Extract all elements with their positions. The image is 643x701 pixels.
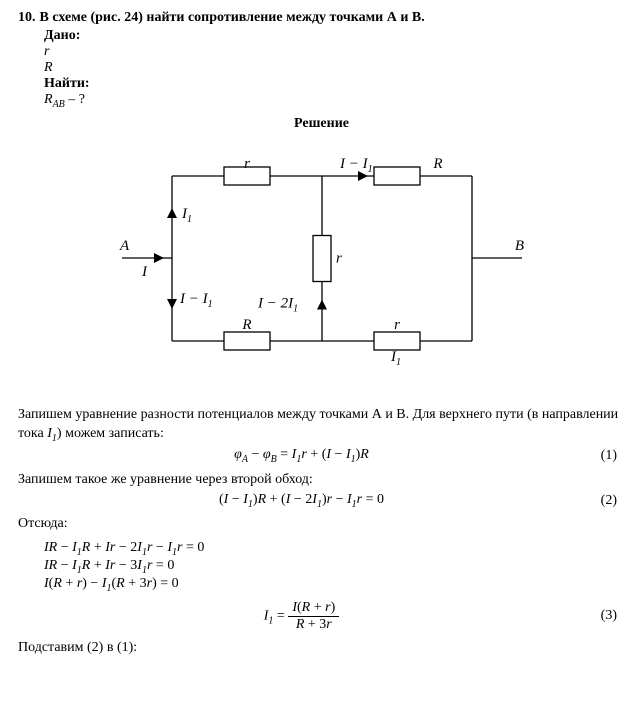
given-var-r: r (44, 44, 625, 60)
find-expression: RAB – ? (44, 92, 625, 110)
svg-text:A: A (119, 238, 130, 254)
svg-text:I1: I1 (181, 206, 192, 225)
given-label: Дано: (44, 28, 625, 44)
svg-text:R: R (241, 317, 251, 333)
equation-line-1: IR − I1R + Ir − 2I1r − I1r = 0 (44, 540, 625, 558)
solution-text-2: Запишем такое же уравнение через второй … (18, 471, 625, 490)
svg-text:I − 2I1: I − 2I1 (257, 295, 298, 314)
svg-text:R: R (432, 156, 442, 172)
svg-text:r: r (244, 156, 250, 172)
equation-1: φA − φB = I1r + (I − I1)R (18, 447, 585, 465)
solution-title: Решение (18, 116, 625, 132)
svg-text:r: r (336, 250, 342, 266)
solution-text-3: Отсюда: (18, 515, 625, 534)
find-label: Найти: (44, 76, 625, 92)
svg-text:I: I (141, 264, 148, 280)
equation-3-number: (3) (585, 608, 625, 624)
svg-text:I − I1: I − I1 (339, 156, 373, 175)
given-var-R: R (44, 60, 625, 76)
equation-3: I1 = I(R + r) R + 3r (18, 600, 585, 633)
svg-text:I − I1: I − I1 (179, 291, 213, 310)
svg-text:r: r (394, 317, 400, 333)
svg-text:B: B (514, 238, 523, 254)
circuit-diagram: A B I I1 I − I1 I − I1 I − 2I1 I1 r Rr Rr (102, 136, 542, 396)
solution-text-1: Запишем уравнение разности потенциалов м… (18, 406, 625, 445)
problem-title: В схеме (рис. 24) найти сопротивление ме… (40, 10, 425, 26)
equation-2: (I − I1)R + (I − 2I1)r − I1r = 0 (18, 492, 585, 510)
equation-1-number: (1) (585, 448, 625, 464)
solution-text-4: Подставим (2) в (1): (18, 639, 625, 658)
equation-line-3: I(R + r) − I1(R + 3r) = 0 (44, 576, 625, 594)
equation-2-number: (2) (585, 493, 625, 509)
equation-line-2: IR − I1R + Ir − 3I1r = 0 (44, 558, 625, 576)
svg-text:I1: I1 (390, 349, 401, 368)
problem-number: 10. (18, 10, 36, 26)
